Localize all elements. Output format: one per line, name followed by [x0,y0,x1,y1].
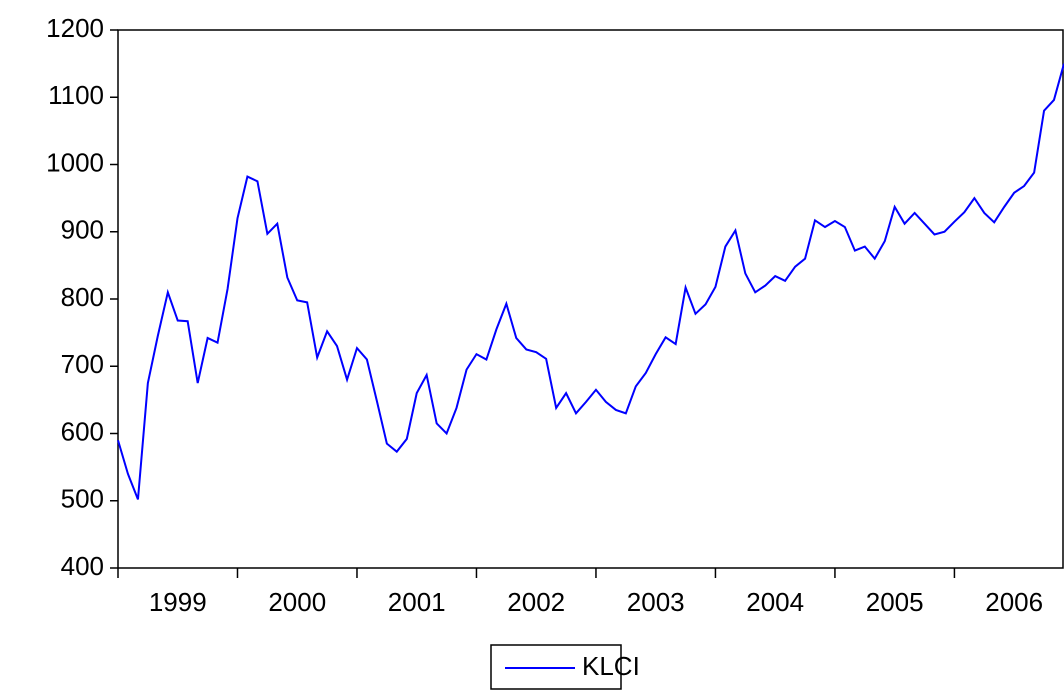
y-tick-label: 600 [61,416,104,446]
x-tick-label: 2002 [507,587,565,617]
y-tick-label: 400 [61,551,104,581]
y-tick-label: 800 [61,282,104,312]
x-tick-label: 2000 [268,587,326,617]
y-tick-label: 500 [61,484,104,514]
x-tick-label: 2004 [746,587,804,617]
y-tick-label: 1000 [46,147,104,177]
legend-label: KLCI [582,651,640,681]
y-tick-label: 1200 [46,13,104,43]
x-tick-label: 2001 [388,587,446,617]
y-tick-label: 900 [61,215,104,245]
x-tick-label: 2003 [627,587,685,617]
x-tick-label: 1999 [149,587,207,617]
x-tick-label: 2005 [866,587,924,617]
y-tick-label: 1100 [48,80,104,110]
x-tick-label: 2006 [985,587,1043,617]
plot-frame [117,29,1064,569]
y-tick-label: 700 [61,349,104,379]
data-line [117,63,1064,500]
